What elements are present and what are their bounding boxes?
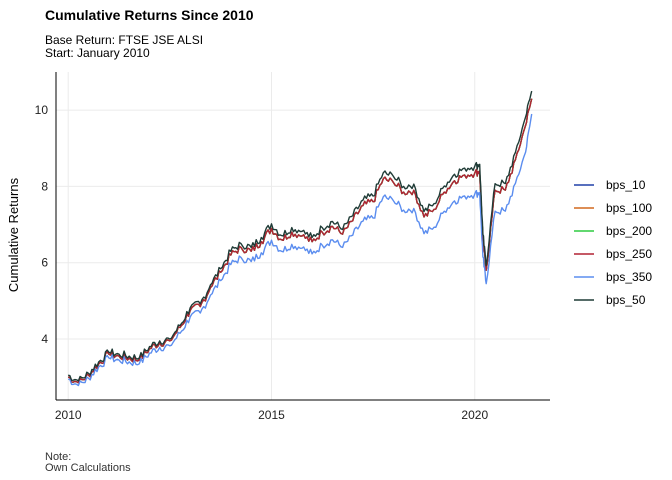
axes — [55, 72, 550, 401]
y-tick-label: 4 — [41, 332, 48, 346]
chart-title: Cumulative Returns Since 2010 — [45, 7, 254, 23]
legend-label-bps_10: bps_10 — [606, 178, 646, 192]
series-line-bps_250 — [68, 98, 533, 384]
subtitle-line-base: Base Return: FTSE JSE ALSI — [45, 33, 204, 47]
x-tick-label: 2010 — [55, 408, 82, 422]
caption-line-note: Note: — [45, 451, 72, 463]
legend-label-bps_250: bps_250 — [606, 247, 652, 261]
series-line-bps_10 — [68, 98, 533, 384]
grid-lines — [56, 72, 550, 400]
y-tick-label: 6 — [41, 256, 48, 270]
chart-subtitle: Base Return: FTSE JSE ALSI Start: Januar… — [45, 34, 203, 60]
legend-label-bps_50: bps_50 — [606, 293, 646, 307]
series-line-bps_50 — [68, 90, 533, 382]
legend-label-bps_350: bps_350 — [606, 270, 652, 284]
caption-line-source: Own Calculations — [45, 462, 131, 474]
series-lines — [67, 90, 533, 387]
legend: bps_10 bps_100 bps_200 bps_250 bps_350 bps_50 — [574, 178, 652, 307]
y-tick-label: 8 — [41, 179, 48, 193]
series-line-bps_100 — [68, 98, 533, 384]
chart-caption: Note: Own Calculations — [45, 452, 131, 474]
subtitle-line-start: Start: January 2010 — [45, 46, 150, 60]
series-line-bps_200 — [68, 98, 533, 384]
legend-label-bps_200: bps_200 — [606, 224, 652, 238]
y-tick-label: 10 — [35, 103, 49, 117]
x-tick-label: 2015 — [258, 408, 285, 422]
legend-label-bps_100: bps_100 — [606, 201, 652, 215]
y-axis-title: Cumulative Returns — [6, 177, 21, 292]
series-line-bps_350 — [67, 113, 533, 387]
x-tick-labels: 2010 2015 2020 — [55, 408, 489, 422]
y-tick-labels: 4 6 8 10 — [35, 103, 49, 346]
x-tick-label: 2020 — [461, 408, 488, 422]
